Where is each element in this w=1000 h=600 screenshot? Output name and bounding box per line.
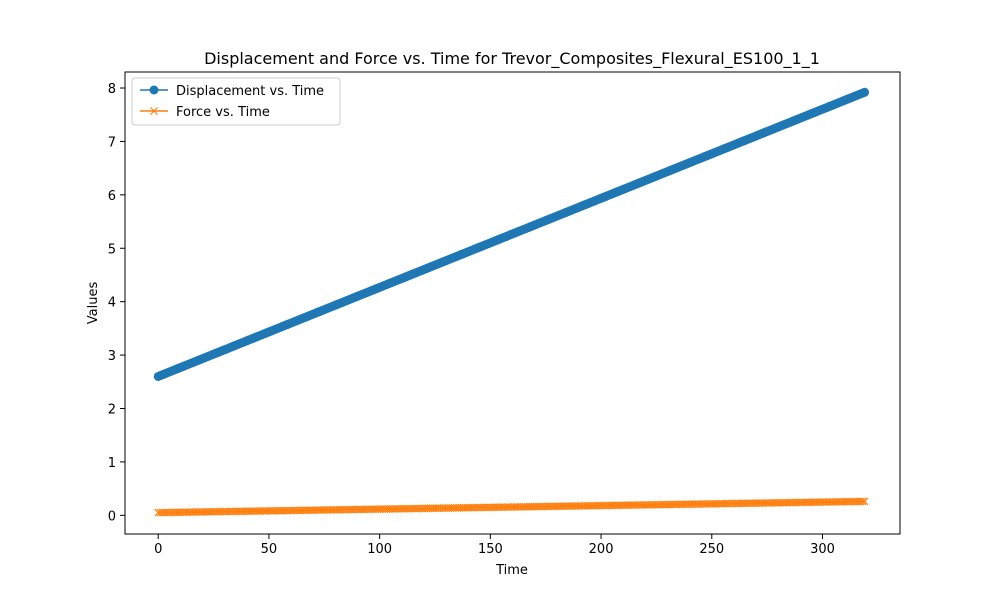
chart-title: Displacement and Force vs. Time for Trev…: [204, 49, 820, 69]
x-tick-label: 50: [261, 542, 278, 557]
legend-label: Displacement vs. Time: [176, 84, 324, 99]
y-tick-label: 0: [108, 509, 116, 524]
y-axis-label: Values: [86, 282, 101, 325]
y-tick-label: 6: [108, 189, 116, 204]
x-tick-label: 150: [478, 542, 503, 557]
x-tick-label: 250: [699, 542, 724, 557]
legend-label: Force vs. Time: [176, 105, 270, 120]
y-tick-label: 7: [108, 135, 116, 150]
y-tick-label: 8: [108, 82, 116, 97]
axes-frame: [124, 71, 901, 535]
data-point: [860, 497, 869, 506]
data-point: [860, 87, 870, 97]
legend-marker: [149, 85, 159, 95]
x-axis-label: Time: [495, 563, 528, 578]
x-tick-label: 100: [367, 542, 392, 557]
legend-item: Force vs. Time: [140, 105, 270, 120]
series-2: [154, 497, 869, 517]
y-axis: 0 1 2 3 4 5 6 7 8: [108, 82, 125, 524]
plot-area: [153, 87, 870, 517]
x-axis: 0 50 100 150 200 250 300: [154, 534, 835, 557]
y-tick-label: 4: [108, 296, 116, 311]
legend: Displacement vs. Time Force vs. Time: [131, 77, 341, 126]
x-tick-label: 200: [589, 542, 614, 557]
series-1: [153, 87, 870, 381]
y-tick-label: 1: [108, 456, 116, 471]
data-point: [858, 497, 867, 506]
y-tick-label: 3: [108, 349, 116, 364]
y-tick-label: 5: [108, 242, 116, 257]
legend-item: Displacement vs. Time: [140, 84, 324, 99]
x-tick-label: 0: [154, 542, 162, 557]
legend-box: [131, 77, 341, 126]
x-tick-label: 300: [810, 542, 835, 557]
y-tick-label: 2: [108, 402, 116, 417]
legend-marker: [150, 107, 158, 115]
